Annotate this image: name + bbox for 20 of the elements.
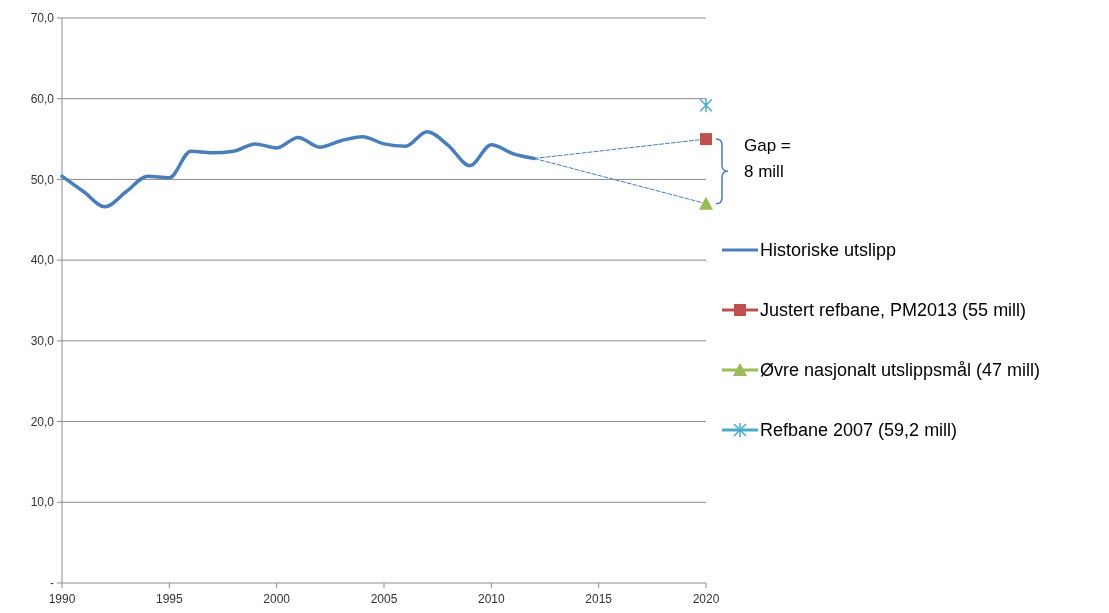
- y-tick-label: 50,0: [30, 172, 55, 187]
- text: Gap = 8 mill: [744, 136, 791, 181]
- legend-label: Refbane 2007 (59,2 mill): [760, 420, 958, 441]
- y-tick-label: 10,0: [30, 495, 55, 510]
- y-tick-label: 30,0: [30, 334, 55, 349]
- y-tick-label: 40,0: [30, 253, 55, 268]
- y-tick-label: 70,0: [30, 11, 55, 26]
- x-tick-label: 1990: [48, 592, 76, 606]
- x-tick-label: 2020: [692, 592, 720, 606]
- y-tick-label: 20,0: [30, 414, 55, 429]
- x-tick-label: 2015: [585, 592, 613, 606]
- legend-label: Justert refbane, PM2013 (55 mill): [760, 300, 1027, 321]
- y-tick-label: -: [50, 576, 54, 591]
- x-tick-label: 2010: [477, 592, 505, 606]
- legend-label: Historiske utslipp: [760, 240, 897, 261]
- x-tick-label: 2000: [263, 592, 291, 606]
- legend-label: Øvre nasjonalt utslippsmål (47 mill): [760, 360, 1041, 381]
- x-tick-label: 2005: [370, 592, 398, 606]
- x-tick-label: 1995: [155, 592, 183, 606]
- y-tick-label: 60,0: [30, 91, 55, 106]
